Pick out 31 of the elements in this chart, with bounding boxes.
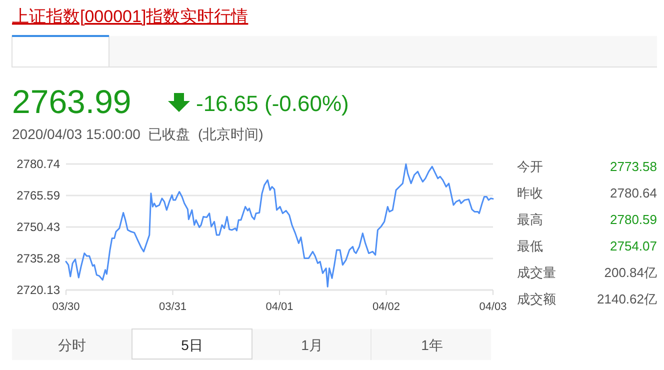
- chart-title: 上证指数[000001]指数实时行情: [12, 7, 248, 26]
- y-tick-label: 2750.43: [16, 220, 60, 234]
- text: 最低: [517, 238, 543, 254]
- x-tick-label: 03/31: [158, 301, 187, 313]
- x-tick-label: 04/02: [372, 301, 400, 313]
- text: 2780.64: [610, 186, 657, 200]
- text: 成交额: [517, 292, 556, 306]
- y-tick-label: 2765.59: [16, 188, 60, 202]
- text: 昨收: [517, 186, 543, 200]
- text: 今开: [517, 159, 543, 174]
- y-tick-label: 2780.74: [16, 157, 60, 171]
- text: 2020/04/03 15:00:00 已收盘 (北京时间): [12, 126, 264, 142]
- x-tick-label: 03/30: [52, 301, 80, 313]
- text: 2773.58: [610, 159, 657, 174]
- text: 2754.07: [610, 238, 657, 254]
- x-tick-label: 04/03: [479, 301, 507, 313]
- text: 分时: [58, 337, 86, 353]
- text: 200.84亿: [604, 265, 657, 280]
- text: 成交量: [517, 265, 556, 280]
- text: 2763.99: [12, 83, 132, 120]
- text: 1月: [301, 337, 323, 353]
- text: 1年: [421, 337, 443, 353]
- text: 2140.62亿: [597, 292, 657, 306]
- x-tick-label: 04/01: [266, 301, 294, 313]
- line-series: [65, 163, 494, 288]
- text: 最高: [517, 212, 543, 227]
- text: 2780.59: [610, 212, 657, 227]
- y-tick-label: 2735.28: [16, 252, 60, 266]
- text: 5日: [181, 337, 203, 353]
- text: -16.65 (-0.60%): [196, 91, 349, 116]
- y-tick-label: 2720.13: [16, 283, 60, 297]
